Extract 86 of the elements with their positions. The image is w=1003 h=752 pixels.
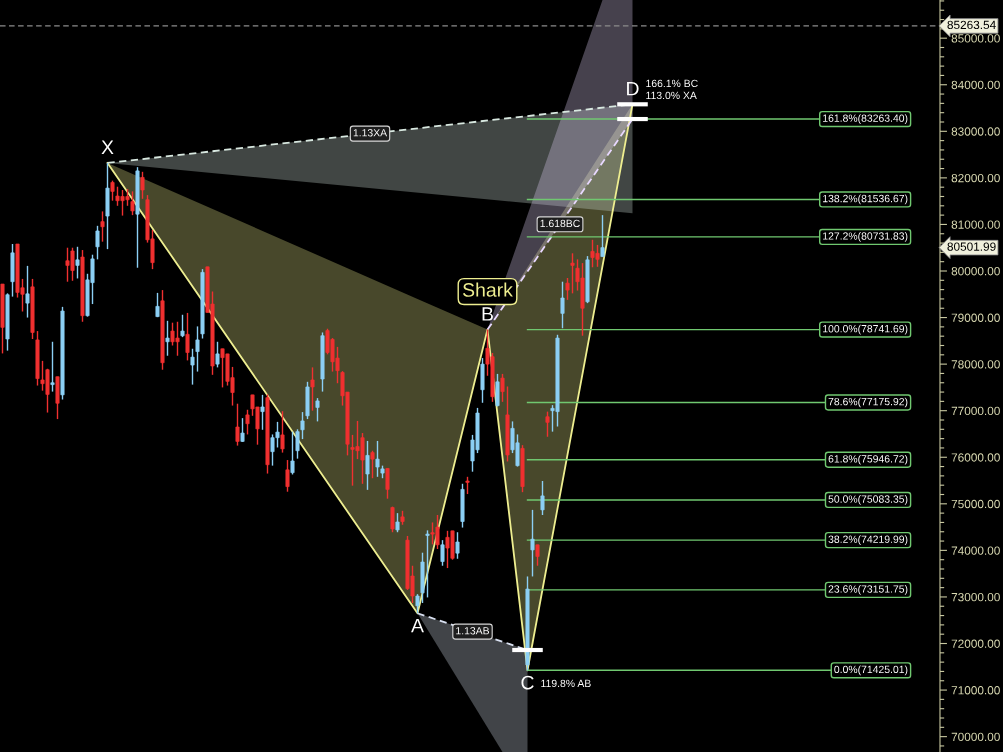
candlestick	[130, 190, 135, 216]
candlestick	[395, 512, 400, 533]
data-label: X	[101, 140, 114, 154]
series-label: 1.618BC	[540, 219, 580, 228]
candlestick	[155, 292, 160, 318]
candlestick	[390, 505, 395, 533]
ref-line-label: 85263.54	[947, 20, 996, 30]
candlestick	[570, 252, 575, 295]
candlestick	[370, 450, 375, 479]
y-tick-label: 80000.00	[951, 267, 1000, 276]
candlestick	[500, 373, 505, 403]
annotation: 113.0% XA	[646, 91, 697, 100]
candlestick	[185, 312, 190, 362]
y-tick-label: 82000.00	[951, 173, 1000, 183]
candlestick	[415, 593, 420, 614]
candlestick	[260, 394, 265, 431]
candlestick	[495, 373, 500, 408]
candlestick	[545, 410, 550, 438]
candlestick	[295, 428, 300, 460]
candlestick	[50, 341, 55, 393]
y-tick-label: 84000.00	[951, 80, 1000, 90]
candlestick	[110, 179, 115, 202]
y-tick-label: 75000.00	[951, 499, 1000, 509]
candlestick	[315, 397, 320, 423]
candlestick	[425, 529, 430, 599]
annotation: 166.1% BC	[646, 79, 698, 88]
y-tick-label: 83000.00	[951, 127, 1000, 136]
y-tick-label: 71000.00	[951, 686, 1000, 695]
y-tick-label: 77000.00	[951, 406, 1000, 416]
ref-line-label: 100.0%(78741.69)	[823, 324, 908, 335]
ref-line-label: 161.8%(83263.40)	[823, 114, 908, 124]
candlestick	[535, 544, 540, 567]
candlestick	[310, 366, 315, 412]
candlestick	[540, 480, 545, 516]
y-tick-label: 78000.00	[951, 360, 1000, 369]
candlestick	[95, 225, 100, 261]
candlestick	[240, 417, 245, 443]
candlestick	[245, 409, 250, 436]
ref-line-label: 78.6%(77175.92)	[828, 397, 908, 408]
candlestick	[455, 531, 460, 560]
y-tick-label: 74000.00	[951, 546, 1000, 555]
data-label: B	[482, 307, 493, 321]
candlestick	[280, 410, 285, 454]
candlestick	[180, 314, 185, 338]
candlestick	[25, 265, 30, 319]
data-label: A	[411, 618, 424, 633]
candlestick	[560, 281, 565, 329]
candlestick	[140, 171, 145, 200]
y-tick-label: 72000.00	[951, 639, 1000, 648]
candlestick	[285, 459, 290, 493]
candlestick	[215, 341, 220, 369]
candlestick	[195, 325, 200, 373]
candlestick	[600, 214, 605, 258]
ref-line-label: 50.0%(75083.35)	[828, 495, 908, 505]
candlestick	[190, 348, 195, 386]
text: 80501.99	[947, 242, 996, 251]
text: Shark	[462, 282, 513, 297]
series-label: 1.13AB	[456, 627, 490, 635]
ref-line-label: 23.6%(73151.75)	[828, 585, 908, 595]
ref-line-label: 127.2%(80731.83)	[823, 232, 908, 242]
y-tick-label: 79000.00	[951, 313, 1000, 322]
candlestick	[530, 509, 535, 578]
ref-line-label: 38.2%(74219.99)	[828, 535, 908, 545]
y-tick-label: 76000.00	[951, 453, 1000, 462]
candlestick	[300, 411, 305, 440]
candlestick	[440, 539, 445, 567]
candlestick	[100, 210, 105, 243]
candlestick	[165, 320, 170, 357]
candlestick	[365, 440, 370, 491]
ref-line-label: 0.0%(71425.01)	[834, 665, 908, 676]
data-label: D	[627, 81, 639, 96]
candlestick	[235, 403, 240, 447]
y-tick-label: 85000.00	[951, 34, 1000, 43]
candlestick	[290, 430, 295, 476]
candlestick	[385, 467, 390, 500]
y-tick-label: 81000.00	[951, 220, 1000, 229]
candlestick	[375, 440, 380, 478]
ref-line-label: 61.8%(75946.72)	[828, 454, 908, 465]
annotation: 119.8% AB	[541, 679, 591, 688]
y-tick-label: 70000.00	[951, 732, 1000, 742]
series-label: 1.13XA	[353, 129, 388, 137]
ref-line-label: 138.2%(81536.67)	[823, 194, 908, 205]
y-tick-label: 73000.00	[951, 592, 1000, 602]
candlestick	[565, 277, 570, 301]
data-label: C	[521, 675, 534, 690]
candlestick	[75, 246, 80, 280]
